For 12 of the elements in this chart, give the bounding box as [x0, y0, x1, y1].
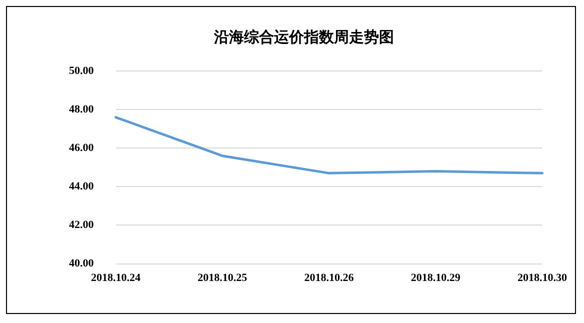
chart-title: 沿海综合运价指数周走势图 [213, 28, 394, 46]
y-tick-label: 48.00 [69, 103, 94, 116]
y-tick-label: 50.00 [69, 64, 94, 77]
y-tick-label: 40.00 [69, 258, 94, 270]
y-tick-label: 46.00 [69, 142, 94, 154]
x-tick-label: 2018.10.26 [304, 272, 354, 284]
x-tick-label: 2018.10.25 [198, 272, 248, 284]
y-tick-label: 42.00 [69, 219, 94, 232]
x-tick-label: 2018.10.30 [518, 272, 568, 284]
x-tick-label: 2018.10.29 [410, 272, 461, 284]
x-tick-label: 2018.10.24 [91, 272, 141, 284]
y-tick-label: 44.00 [69, 180, 94, 193]
